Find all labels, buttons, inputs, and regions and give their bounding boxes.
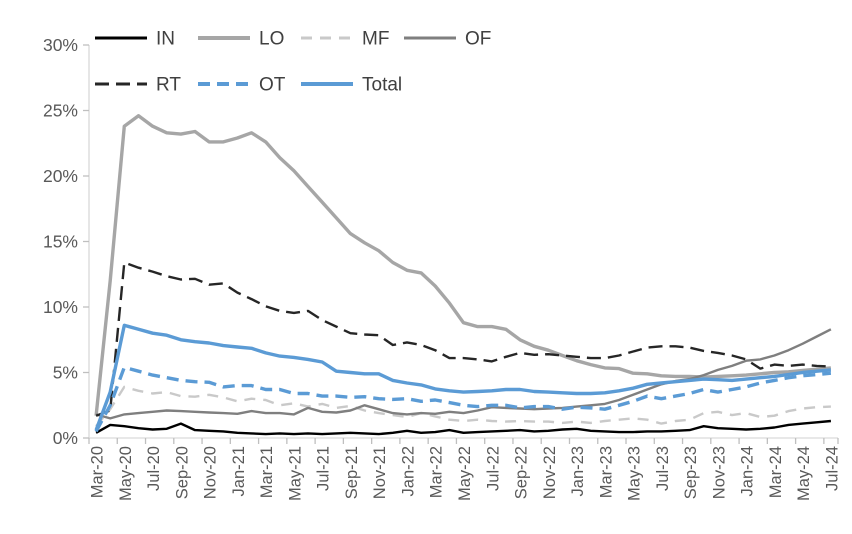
series-line-IN <box>95 419 832 436</box>
chart-legend: IN LO MF OF RT OT Total <box>95 29 491 96</box>
x-tick-label: Mar-23 <box>597 446 615 498</box>
legend-label-Total: Total <box>362 75 402 96</box>
legend-item-OT: OT <box>198 75 286 96</box>
x-tick-label: Sep-22 <box>513 446 531 499</box>
x-tick-label: Sep-23 <box>682 446 700 499</box>
series-line-Total <box>94 323 832 431</box>
x-tick-label: May-24 <box>795 446 813 501</box>
x-tick-label: Jan-24 <box>739 446 757 496</box>
x-tick-label: May-22 <box>456 446 474 501</box>
legend-label-RT: RT <box>156 75 181 96</box>
x-tick-label: Nov-21 <box>371 446 389 499</box>
series-line-OF <box>95 328 832 420</box>
legend-item-RT: RT <box>95 75 181 96</box>
legend-label-OT: OT <box>259 75 286 96</box>
x-tick-label: Sep-20 <box>173 446 191 499</box>
x-tick-label: Jan-22 <box>399 446 417 496</box>
y-tick-label: 0% <box>53 428 78 448</box>
y-tick-label: 20% <box>43 166 78 186</box>
series-line-RT <box>95 261 831 417</box>
x-tick-label: Nov-20 <box>202 446 220 499</box>
x-tick-label: Nov-23 <box>710 446 728 499</box>
legend-item-MF: MF <box>301 29 389 50</box>
x-tick-label: Jul-20 <box>145 446 163 491</box>
x-tick-labels: Mar-20 May-20 Jul-20 Sep-20 Nov-20 Jan-21 Mar-… <box>89 446 842 501</box>
y-tick-labels: 0% 5% 10% 15% 20% 25% 30% <box>43 35 89 448</box>
y-tick-label: 5% <box>53 363 78 383</box>
x-tick-label: Mar-21 <box>258 446 276 498</box>
legend-item-LO: LO <box>198 29 284 50</box>
x-tick-label: May-21 <box>286 446 304 501</box>
x-tick-label: Nov-22 <box>541 446 559 499</box>
y-tick-label: 30% <box>43 35 78 55</box>
x-tick-label: Sep-21 <box>343 446 361 499</box>
x-tick-label: Jan-23 <box>569 446 587 496</box>
legend-label-MF: MF <box>362 29 389 50</box>
y-tick-label: 15% <box>43 232 78 252</box>
legend-item-IN: IN <box>95 29 175 50</box>
series-line-LO <box>94 113 832 416</box>
x-tick-label: Jan-21 <box>230 446 248 496</box>
legend-item-OF: OF <box>404 29 491 50</box>
x-tick-label: Jul-22 <box>484 446 502 491</box>
y-tick-label: 10% <box>43 297 78 317</box>
x-tick-label: May-23 <box>626 446 644 501</box>
x-tick-label: Mar-22 <box>428 446 446 498</box>
x-tick-label: Jul-21 <box>315 446 333 491</box>
legend-item-Total: Total <box>301 75 402 96</box>
x-tick-label: May-20 <box>117 446 135 501</box>
x-tick-label: Jul-23 <box>654 446 672 491</box>
legend-label-LO: LO <box>259 29 284 50</box>
x-ticks <box>88 438 839 444</box>
x-tick-label: Jul-24 <box>823 446 841 491</box>
y-tick-label: 25% <box>43 101 78 121</box>
legend-label-OF: OF <box>465 29 491 50</box>
series-lines <box>94 113 832 436</box>
x-tick-label: Mar-20 <box>89 446 107 498</box>
legend-label-IN: IN <box>156 29 175 50</box>
x-tick-label: Mar-24 <box>767 446 785 498</box>
